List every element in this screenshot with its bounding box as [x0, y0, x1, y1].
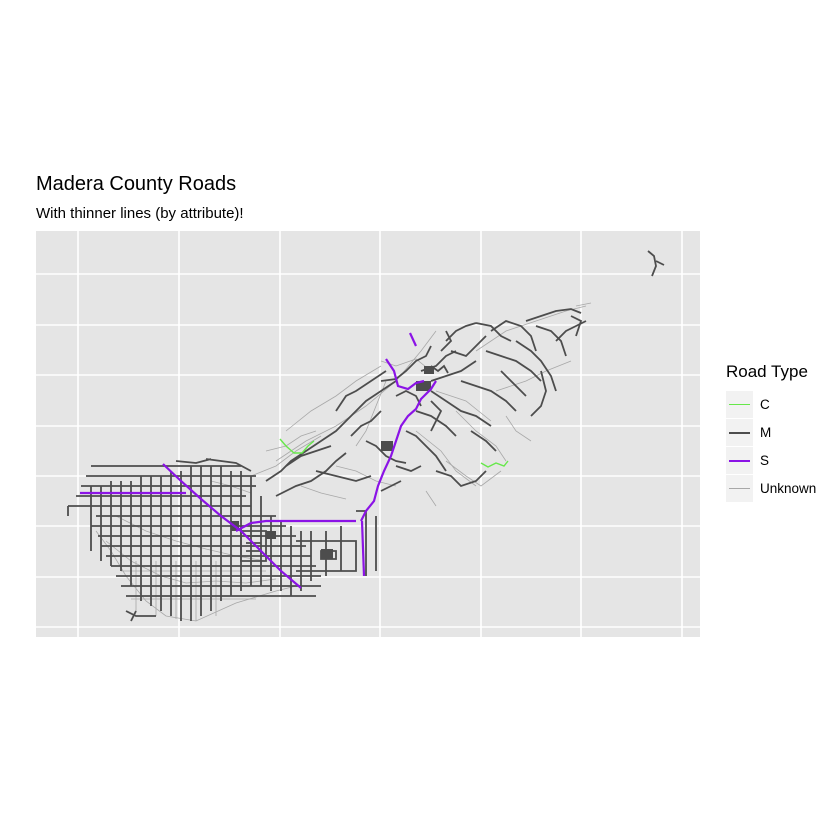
- legend-title: Road Type: [726, 362, 808, 381]
- road-map: [36, 231, 700, 637]
- legend-item-unknown: Unknown: [726, 474, 836, 502]
- legend-key-s: [726, 446, 753, 474]
- map-title: Madera County Roads: [36, 173, 237, 195]
- legend-item-s: S: [726, 446, 836, 474]
- legend-label: Unknown: [760, 480, 817, 496]
- map-panel: [36, 231, 700, 637]
- legend-key-c: [726, 390, 753, 418]
- map-background: [36, 231, 700, 637]
- legend-label: S: [760, 452, 770, 468]
- legend-key-unknown: [726, 474, 753, 502]
- map-legend: Road Type C M S Unknown: [726, 362, 836, 502]
- legend-label: M: [760, 424, 772, 440]
- legend-key-m: [726, 418, 753, 446]
- legend-item-c: C: [726, 390, 836, 418]
- roads-m: [67, 250, 665, 622]
- roads-s: [80, 332, 437, 589]
- roads-c: [279, 438, 509, 468]
- legend-item-m: M: [726, 418, 836, 446]
- legend-label: C: [760, 396, 770, 412]
- map-subtitle: With thinner lines (by attribute)!: [36, 205, 244, 222]
